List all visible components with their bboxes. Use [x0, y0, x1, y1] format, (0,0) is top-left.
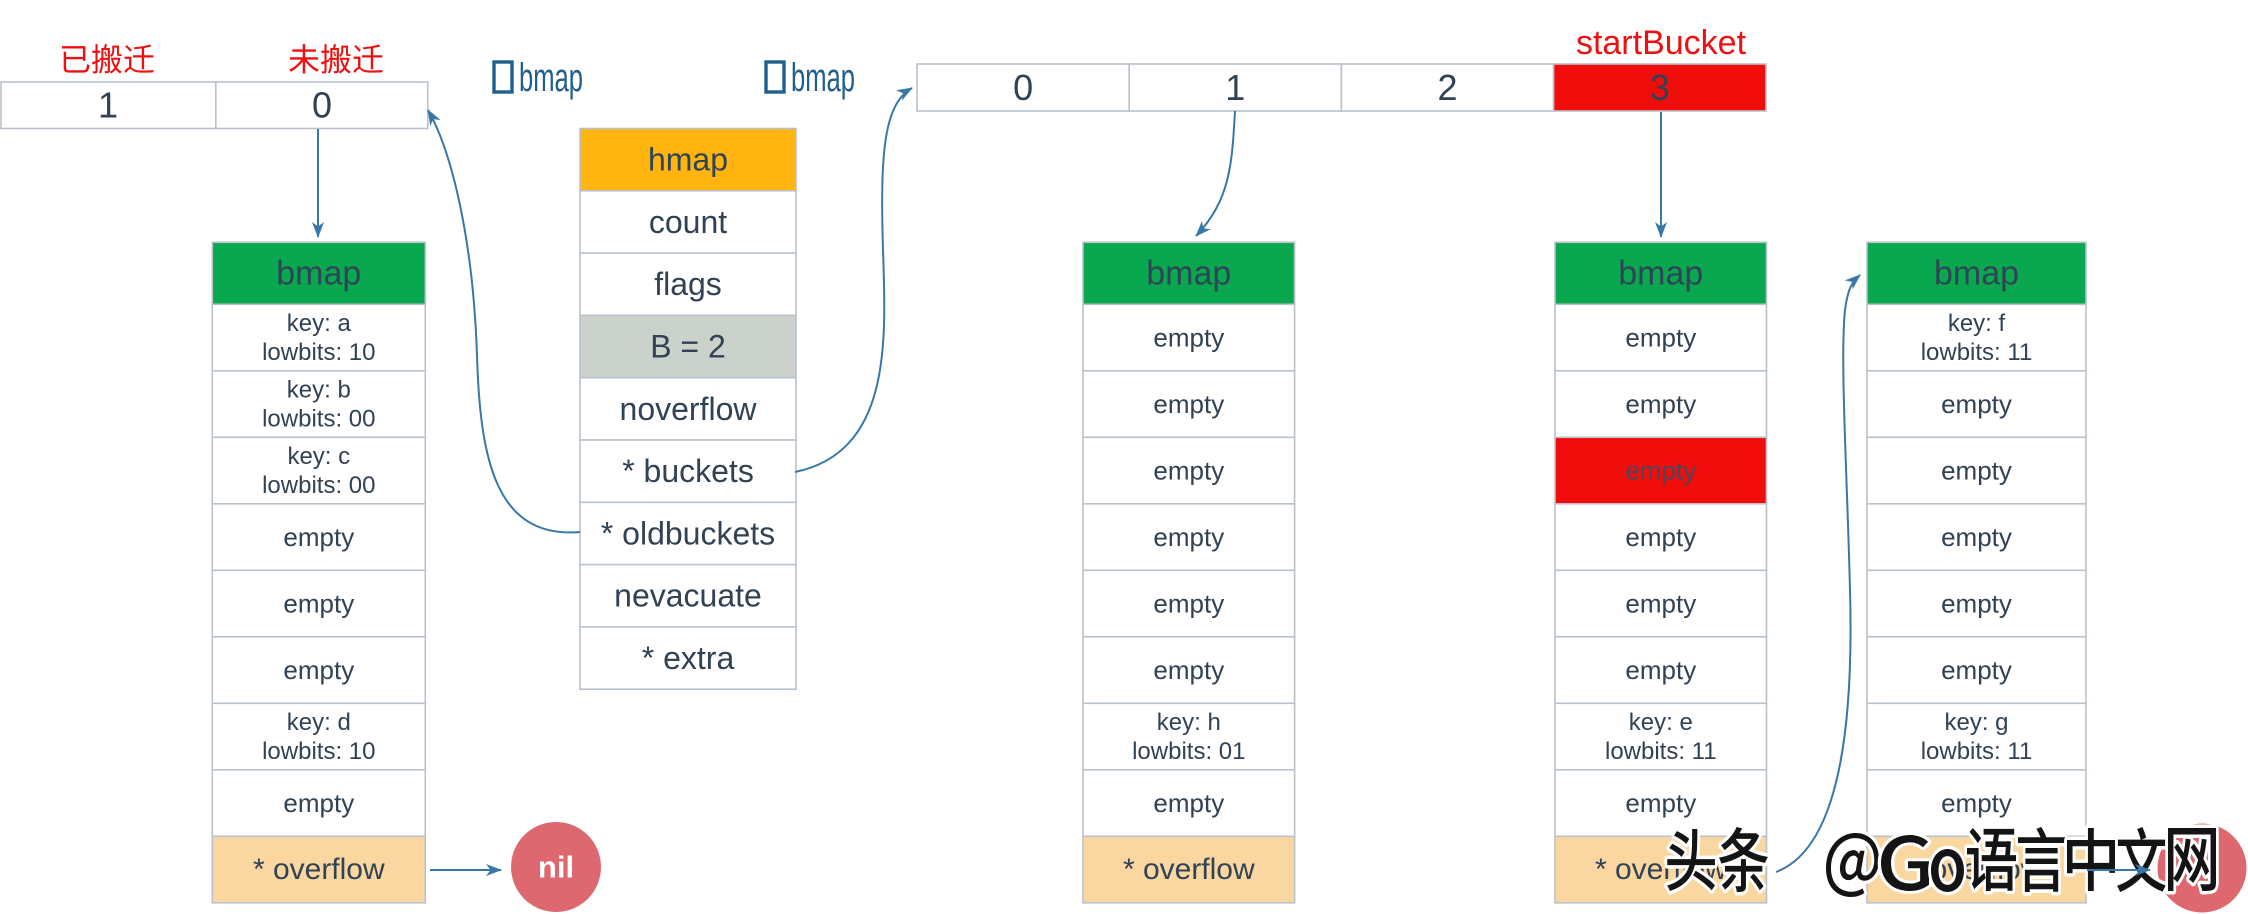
svg-text:key: a: key: a — [287, 310, 352, 337]
svg-text:lowbits: 00: lowbits: 00 — [262, 406, 375, 433]
svg-text:empty: empty — [1625, 323, 1696, 353]
svg-text:empty: empty — [1625, 456, 1696, 486]
svg-text:lowbits: 11: lowbits: 11 — [1605, 738, 1717, 765]
svg-text:key: h: key: h — [1157, 709, 1221, 736]
svg-text:flags: flags — [654, 266, 722, 302]
svg-text:key: b: key: b — [287, 377, 351, 404]
svg-text:empty: empty — [1153, 323, 1224, 353]
svg-text:empty: empty — [1153, 389, 1224, 419]
svg-text:key: e: key: e — [1629, 709, 1693, 736]
svg-text:1: 1 — [98, 85, 118, 126]
svg-text:empty: empty — [1153, 655, 1224, 685]
svg-text:empty: empty — [1941, 655, 2012, 685]
svg-text:lowbits: 00: lowbits: 00 — [262, 472, 375, 499]
svg-text:lowbits: 10: lowbits: 10 — [262, 738, 375, 765]
svg-text:lowbits: 01: lowbits: 01 — [1132, 738, 1245, 765]
svg-text:empty: empty — [1625, 788, 1696, 818]
svg-text:1: 1 — [1225, 67, 1245, 108]
svg-text:key: f: key: f — [1948, 310, 2006, 337]
svg-text:* buckets: * buckets — [622, 453, 754, 489]
svg-text:lowbits: 11: lowbits: 11 — [1921, 738, 2033, 765]
svg-text:0: 0 — [312, 85, 332, 126]
svg-text:key: c: key: c — [287, 443, 350, 470]
svg-text:bmap: bmap — [791, 56, 855, 100]
svg-text:empty: empty — [1625, 589, 1696, 619]
svg-text:lowbits: 10: lowbits: 10 — [262, 339, 375, 366]
svg-text:bmap: bmap — [1618, 254, 1703, 292]
svg-text:bmap: bmap — [1146, 254, 1231, 292]
svg-text:empty: empty — [283, 788, 354, 818]
svg-text:noverflow: noverflow — [620, 391, 758, 427]
svg-text:empty: empty — [1625, 522, 1696, 552]
svg-text:bmap: bmap — [1934, 254, 2019, 292]
svg-text:3: 3 — [1650, 67, 1670, 108]
svg-text:B = 2: B = 2 — [650, 329, 726, 365]
svg-text:empty: empty — [1941, 456, 2012, 486]
svg-text:nevacuate: nevacuate — [614, 578, 762, 614]
svg-text:* extra: * extra — [642, 640, 735, 676]
svg-text:0: 0 — [1013, 67, 1033, 108]
svg-text:empty: empty — [283, 655, 354, 685]
svg-text:key: g: key: g — [1944, 709, 2008, 736]
svg-text:empty: empty — [1941, 389, 2012, 419]
svg-text:empty: empty — [1153, 522, 1224, 552]
svg-text:nil: nil — [538, 850, 574, 885]
svg-text:key: d: key: d — [287, 709, 351, 736]
svg-text:lowbits: 11: lowbits: 11 — [1921, 339, 2033, 366]
svg-text:* overflow: * overflow — [253, 853, 385, 886]
svg-text:empty: empty — [1153, 589, 1224, 619]
svg-text:empty: empty — [1153, 788, 1224, 818]
svg-text:empty: empty — [1941, 788, 2012, 818]
svg-text:empty: empty — [283, 522, 354, 552]
svg-text:startBucket: startBucket — [1576, 24, 1747, 62]
svg-text:bmap: bmap — [519, 56, 583, 100]
svg-text:empty: empty — [1941, 522, 2012, 552]
svg-text:2: 2 — [1437, 67, 1457, 108]
svg-text:* oldbuckets: * oldbuckets — [601, 515, 775, 551]
svg-text:empty: empty — [283, 589, 354, 619]
svg-text:empty: empty — [1153, 456, 1224, 486]
svg-text:empty: empty — [1625, 389, 1696, 419]
svg-text:hmap: hmap — [648, 142, 728, 178]
svg-text:* overflow: * overflow — [1123, 853, 1255, 886]
svg-text:count: count — [649, 204, 727, 240]
svg-text:empty: empty — [1625, 655, 1696, 685]
svg-text:bmap: bmap — [276, 254, 361, 292]
svg-text:empty: empty — [1941, 589, 2012, 619]
